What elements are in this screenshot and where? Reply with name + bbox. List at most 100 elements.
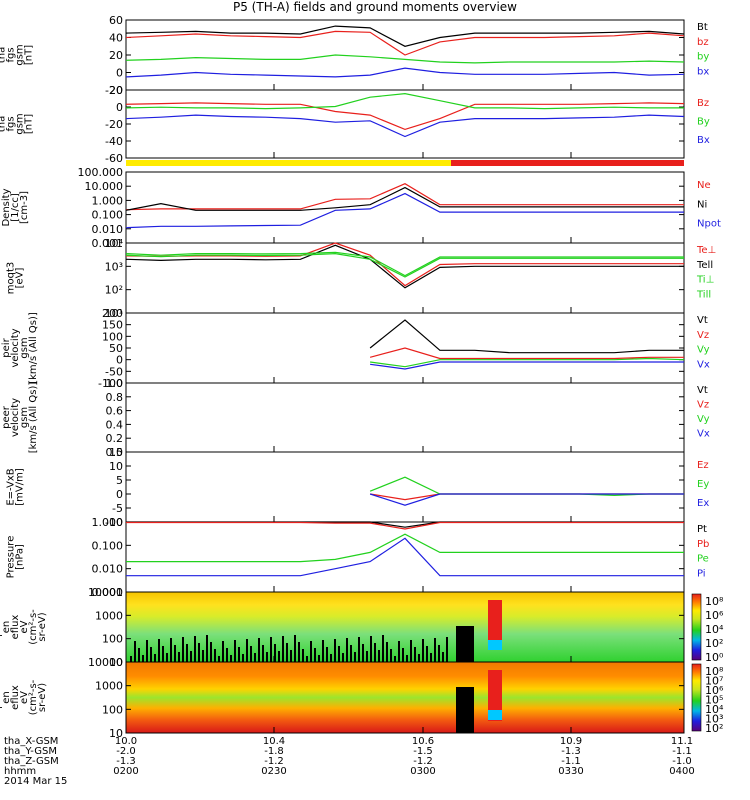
y-axis-label-line: Pressure <box>6 536 17 579</box>
y-tick-label: 10² <box>105 284 123 297</box>
spectrogram-speckle <box>330 654 332 662</box>
y-tick-label: 0 <box>116 488 123 501</box>
y-tick-label: -40 <box>105 135 123 148</box>
spectrogram-speckle <box>410 640 412 662</box>
spectrogram-speckle <box>426 646 428 662</box>
series-line-Vt <box>369 319 684 354</box>
y-tick-label: 5 <box>116 474 123 487</box>
panel-2: 20 0 -20 -40 -60 thafgsgsm[nT] Bz By Bx <box>0 84 710 165</box>
spectrogram-speckle <box>350 645 352 662</box>
y-axis-label-line: [mV/m] <box>15 468 26 506</box>
x-tick-x: 10.0 <box>114 736 138 747</box>
spectrogram-feature <box>488 670 502 721</box>
spectrogram-speckle <box>274 644 276 662</box>
series-line-Till <box>125 252 684 278</box>
y-axis-label-line: peer <box>1 405 12 429</box>
marks-group <box>125 25 685 577</box>
y-tick-label: 40 <box>109 32 123 45</box>
y-axis-label-line: gsm <box>15 44 26 65</box>
y-axis-label-line: E=-VxB <box>6 468 17 505</box>
legend-entry: Ex <box>697 498 709 509</box>
series-line-bz <box>125 30 685 56</box>
legend-entry: Ni <box>697 199 707 210</box>
spectrogram-speckle <box>374 643 376 662</box>
y-tick-label: -60 <box>105 152 123 165</box>
spectrogram-speckle <box>414 647 416 662</box>
y-tick-label: 0.8 <box>106 391 124 404</box>
spectrogram-speckle <box>262 645 264 662</box>
y-tick-label: 0.100 <box>92 539 124 552</box>
y-tick-label: 0 <box>116 67 123 80</box>
legend-entry: Pe <box>697 554 709 565</box>
y-tick-label: 0.4 <box>106 418 124 431</box>
legend-entry: bx <box>697 66 709 77</box>
y-tick-label: 0.6 <box>106 405 124 418</box>
legend-entry: Npot <box>697 219 721 230</box>
panel-1: 60 40 20 0 -20 thafgsgsm[nT] Bt bz by bx <box>0 14 709 97</box>
legend-entry: Bt <box>697 22 708 33</box>
series-line-Bx <box>125 114 685 138</box>
spectrogram-speckle <box>166 653 168 662</box>
y-tick-label: 10 <box>109 460 123 473</box>
spectrogram-speckle <box>434 638 436 662</box>
y-axis-label-line: sr-eV) <box>37 612 48 641</box>
x-tick-x: 10.4 <box>262 736 286 747</box>
y-axis-label: thapeerenefluxeV(cm²-s-sr-eV) <box>0 679 48 715</box>
y-axis-label-line: tha <box>0 116 8 132</box>
y-axis-label-line: gsm <box>15 113 26 134</box>
y-tick-label: -20 <box>105 118 123 131</box>
spectrogram-speckle <box>130 656 132 662</box>
legend-entry: bz <box>697 37 709 48</box>
y-tick-label: 50 <box>109 342 123 355</box>
colorbar-tick-label: 10³ <box>705 713 723 726</box>
panel-frame <box>125 661 685 734</box>
y-axis-label-line: en <box>1 691 12 704</box>
legend-entry: By <box>697 116 710 127</box>
series-line-Ne <box>125 183 684 211</box>
spectrogram-speckle <box>338 646 340 662</box>
y-axis-label-line: en <box>1 621 12 634</box>
spectrogram-speckle <box>298 642 300 662</box>
spectrogram-speckle <box>266 652 268 662</box>
x-tick-col-4: 11.1 -1.1 -1.0 0400 <box>652 737 712 777</box>
spectrogram-speckle <box>302 649 304 662</box>
spectrogram-speckle <box>242 654 244 662</box>
spectrogram-speckle <box>238 647 240 662</box>
spectrogram-speckle <box>190 651 192 662</box>
y-axis-label-line: [eV] <box>15 268 26 289</box>
y-axis-label-line: sr-eV) <box>37 683 48 712</box>
spectrogram-speckle <box>210 642 212 662</box>
colorbar <box>691 593 702 661</box>
series-line-Pb <box>126 521 684 530</box>
spectrogram-speckle <box>258 638 260 662</box>
spectrogram-speckle <box>318 655 320 662</box>
y-axis-label-line: eV <box>19 691 30 704</box>
colorbar-tick-label: 10⁴ <box>705 703 724 716</box>
series-line-bx <box>125 67 685 78</box>
series-line-Te⊥ <box>125 242 684 287</box>
legend-entry: Bx <box>697 135 710 146</box>
y-axis-label: thapeirenefluxeV(cm²-s-sr-eV) <box>0 609 48 645</box>
spectrogram-speckle <box>154 654 156 662</box>
legend-entry: Ti⊥ <box>696 275 714 286</box>
x-tick-z: -1.3 <box>116 756 136 767</box>
footer-row-x: tha_X-GSM <box>4 736 59 747</box>
y-axis-label: thafgsgsm[nT] <box>0 44 35 65</box>
y-tick-label: 0.010 <box>92 223 124 236</box>
y-tick-label: 20 <box>109 49 123 62</box>
spectrogram-speckle <box>342 653 344 662</box>
data-gap-block <box>456 626 474 662</box>
x-tick-x: 11.1 <box>670 736 694 747</box>
y-tick-label: 10000 <box>88 656 123 669</box>
y-tick-label: 10.000 <box>85 180 124 193</box>
spectrogram-speckle <box>282 636 284 662</box>
spectrogram-speckle <box>398 641 400 662</box>
spectrogram-speckle <box>278 651 280 662</box>
y-tick-label: 1000 <box>95 609 123 622</box>
panel-4: 10⁴ 10³ 10² 10¹ moqt3[eV] Te⊥ Tell Ti⊥ Till <box>6 237 717 320</box>
y-tick-label: 1.0 <box>106 377 124 390</box>
spectrogram-speckle <box>310 641 312 662</box>
